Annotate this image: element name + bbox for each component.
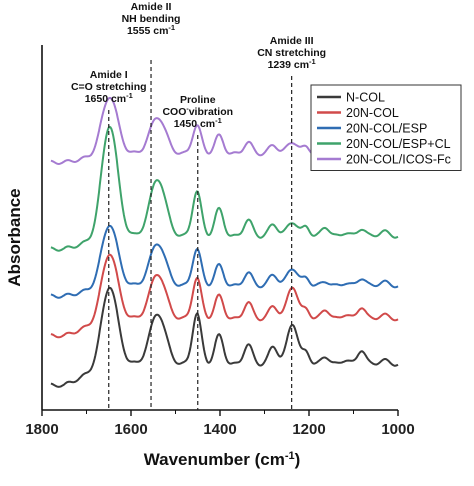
annotation-1239-line-0: Amide III [270,35,314,47]
legend-label-2: 20N-COL/ESP [346,122,427,136]
x-axis-title-main: Wavenumber (cm [144,450,285,469]
annotation-1239-line-2: 1239 cm-1 [268,57,316,71]
axes: 1800 1600 1400 1200 1000 Wavenumber (cm-1) Abs… [5,45,415,469]
annotation-1239-line-1: CN stretching [257,47,326,59]
legend-label-3: 20N-COL/ESP+CL [346,137,451,151]
annotation-1650-line-2: 1650 cm-1 [85,91,133,105]
legend-label-1: 20N-COL [346,106,399,120]
x-axis-title: Wavenumber (cm-1) [144,450,301,469]
annotation-1450-line-2: 1450 cm-1 [174,116,222,130]
y-axis-title: Absorbance [5,188,24,286]
legend-label-0: N-COL [346,91,385,105]
annotation-1555-line-2: 1555 cm-1 [127,23,175,37]
series-line-2 [50,224,399,299]
annotation-1650-line-1: C=O stretching [71,81,147,93]
series-line-1 [50,253,399,339]
annotation-1450-line-1: COO-vibration [162,106,233,118]
annotation-1555-line-1: NH bending [122,13,181,25]
annotation-1450-line-0: Proline [180,94,216,106]
x-tick-label-1800: 1800 [25,421,58,438]
legend-label-4: 20N-COL/ICOS-Fc [346,153,451,167]
x-tick-label-1000: 1000 [381,421,414,438]
x-axis-title-close: ) [295,450,301,469]
annotation-1650-line-0: Amide I [90,69,128,81]
x-axis-title-sup: -1 [285,450,295,462]
annotation-1555-line-0: Amide II [131,1,172,13]
series-line-0 [50,286,399,388]
x-tick-label-1200: 1200 [292,421,325,438]
x-tick-label-1600: 1600 [114,421,147,438]
x-tick-label-1400: 1400 [203,421,236,438]
